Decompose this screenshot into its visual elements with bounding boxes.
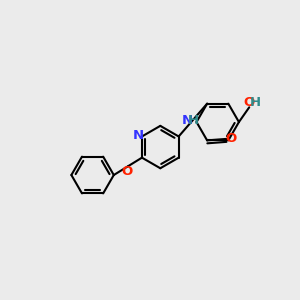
Text: O: O bbox=[226, 132, 237, 146]
Text: O: O bbox=[244, 95, 255, 109]
Text: H: H bbox=[188, 114, 199, 127]
Text: N: N bbox=[132, 129, 143, 142]
Text: O: O bbox=[122, 165, 133, 178]
Text: H: H bbox=[250, 95, 261, 109]
Text: N: N bbox=[182, 114, 193, 127]
